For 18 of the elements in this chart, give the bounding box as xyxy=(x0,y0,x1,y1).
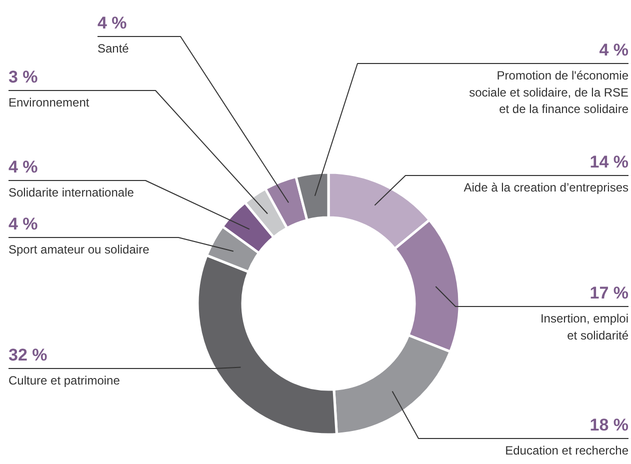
slice-label: Aide à la creation d’entreprises xyxy=(464,180,629,194)
slice-label: Insertion, emploi et solidarité xyxy=(540,312,629,342)
data-label: 4 % xyxy=(8,214,38,234)
data-label: 17 % xyxy=(590,284,628,302)
data-label: 18 % xyxy=(590,416,628,434)
slice-label: Promotion de l'économie sociale et solidaire, de la RSE et de la finance solidaire xyxy=(469,68,629,116)
slice-label: Environnement xyxy=(8,96,90,110)
data-label: 32 % xyxy=(8,346,48,364)
data-label: 3 % xyxy=(8,68,38,86)
slice-label: Sport amateur ou solidaire xyxy=(8,242,150,256)
slice-label: Education et recherche xyxy=(505,444,629,458)
slice-label: Culture et patrimoine xyxy=(8,374,120,388)
data-label: 4 % xyxy=(8,158,38,176)
slice-label: Solidarite internationale xyxy=(8,186,134,200)
slice-label: Santé xyxy=(98,42,130,56)
data-label: 14 % xyxy=(590,152,628,172)
data-label: 4 % xyxy=(599,40,629,60)
data-label: 4 % xyxy=(98,14,127,32)
